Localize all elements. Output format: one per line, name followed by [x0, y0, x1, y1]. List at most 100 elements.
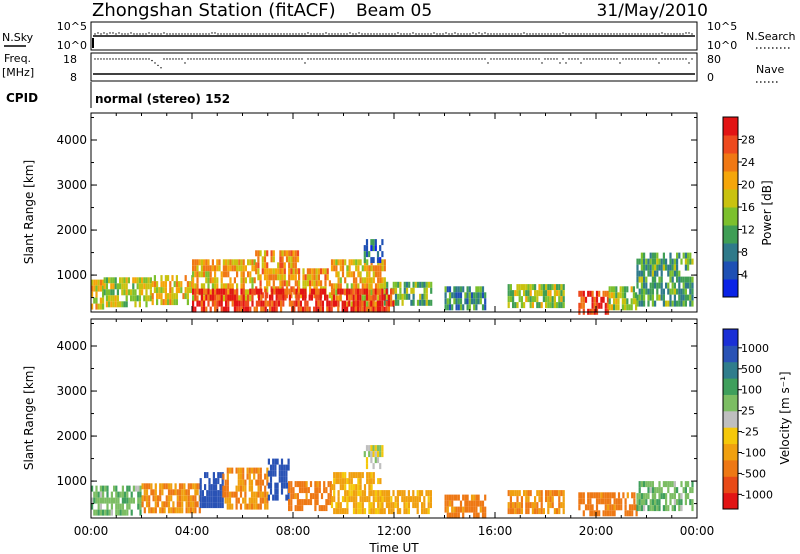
range-gate-cell	[285, 482, 288, 489]
nave-point	[367, 58, 369, 60]
range-gate-cell	[307, 487, 310, 494]
range-gate-cell	[261, 268, 264, 275]
range-gate-cell	[343, 306, 346, 313]
range-gate-cell	[514, 302, 517, 309]
range-gate-cell	[582, 498, 585, 505]
range-gate-cell	[242, 265, 245, 272]
nave-point	[625, 58, 627, 60]
range-gate-cell	[534, 502, 537, 509]
range-gate-cell	[662, 252, 665, 259]
range-gate-cell	[192, 277, 195, 284]
range-gate-cell	[344, 259, 347, 266]
range-gate-cell	[235, 485, 238, 492]
nave-point	[295, 58, 297, 60]
nsearch-point	[505, 33, 507, 35]
range-gate-cell	[359, 288, 362, 295]
range-gate-cell	[295, 300, 298, 307]
range-gate-cell	[368, 277, 371, 284]
nsearch-point	[301, 33, 303, 35]
range-gate-cell	[613, 510, 616, 517]
range-gate-cell	[562, 284, 565, 291]
range-gate-cell	[238, 300, 241, 307]
nsearch-point	[397, 32, 399, 34]
nsearch-point	[604, 33, 606, 35]
range-gate-cell	[239, 503, 243, 510]
range-gate-cell	[600, 296, 603, 303]
range-gate-cell	[647, 300, 650, 307]
range-gate-cell	[611, 510, 614, 517]
range-gate-cell	[339, 484, 342, 491]
range-gate-cell	[137, 497, 140, 504]
range-gate-cell	[123, 283, 126, 290]
nsearch-point	[601, 33, 603, 35]
range-gate-cell	[266, 274, 269, 281]
nave-point	[457, 58, 459, 60]
nave-point	[670, 58, 672, 60]
range-gate-cell	[169, 299, 172, 306]
range-gate-cell	[527, 502, 530, 509]
range-gate-cell	[333, 496, 336, 503]
range-gate-cell	[293, 288, 296, 295]
nave-point	[556, 58, 558, 60]
nsearch-point	[463, 33, 465, 35]
nsearch-point	[541, 33, 543, 35]
nsearch-point	[151, 33, 153, 35]
range-gate-cell	[108, 301, 111, 308]
range-gate-cell	[615, 504, 618, 511]
range-gate-cell	[344, 472, 347, 479]
range-gate-cell	[394, 293, 398, 300]
range-gate-cell	[220, 271, 223, 278]
range-gate-cell	[553, 302, 556, 309]
range-gate-cell	[192, 501, 195, 508]
range-gate-cell	[387, 306, 390, 313]
range-gate-cell	[477, 494, 480, 501]
range-gate-cell	[355, 472, 358, 479]
range-gate-cell	[192, 483, 195, 490]
colorbar-segment	[723, 443, 738, 461]
range-gate-cell	[224, 479, 227, 486]
range-gate-cell	[430, 287, 433, 294]
range-gate-cell	[290, 274, 293, 281]
range-gate-cell	[159, 483, 162, 490]
range-gate-cell	[374, 265, 378, 272]
range-gate-cell	[635, 510, 638, 517]
range-gate-cell	[329, 493, 332, 500]
range-gate-cell	[103, 283, 106, 290]
range-gate-cell	[283, 470, 286, 477]
range-gate-cell	[366, 496, 369, 503]
range-gate-cell	[531, 302, 534, 309]
range-gate-cell	[405, 287, 409, 294]
range-gate-cell	[263, 256, 267, 263]
range-gate-cell	[298, 499, 302, 506]
range-gate-cell	[279, 262, 282, 269]
range-gate-cell	[226, 491, 229, 498]
power-ylabel: Slant Range [km]	[22, 160, 36, 264]
nave-point	[202, 58, 204, 60]
nave-point	[211, 58, 213, 60]
nsearch-point	[103, 32, 105, 34]
nsearch-point	[100, 33, 102, 35]
range-gate-cell	[638, 493, 641, 500]
range-gate-cell	[359, 277, 362, 284]
range-gate-cell	[255, 497, 258, 504]
range-gate-cell	[145, 495, 149, 502]
nave-point	[100, 58, 102, 60]
range-gate-cell	[255, 300, 258, 307]
range-gate-cell	[236, 265, 239, 272]
range-gate-cell	[184, 293, 187, 300]
range-gate-cell	[171, 293, 174, 300]
range-gate-cell	[341, 472, 345, 479]
range-gate-cell	[292, 262, 295, 269]
range-gate-cell	[397, 281, 400, 288]
time-axis-label: Time UT	[368, 541, 419, 554]
range-gate-cell	[288, 262, 291, 269]
range-gate-cell	[226, 467, 229, 474]
range-gate-cell	[244, 306, 247, 313]
range-gate-cell	[361, 490, 364, 497]
range-gate-cell	[359, 502, 362, 509]
range-gate-cell	[136, 295, 139, 302]
range-gate-cell	[194, 483, 197, 490]
range-gate-cell	[121, 301, 124, 308]
range-gate-cell	[123, 277, 126, 284]
